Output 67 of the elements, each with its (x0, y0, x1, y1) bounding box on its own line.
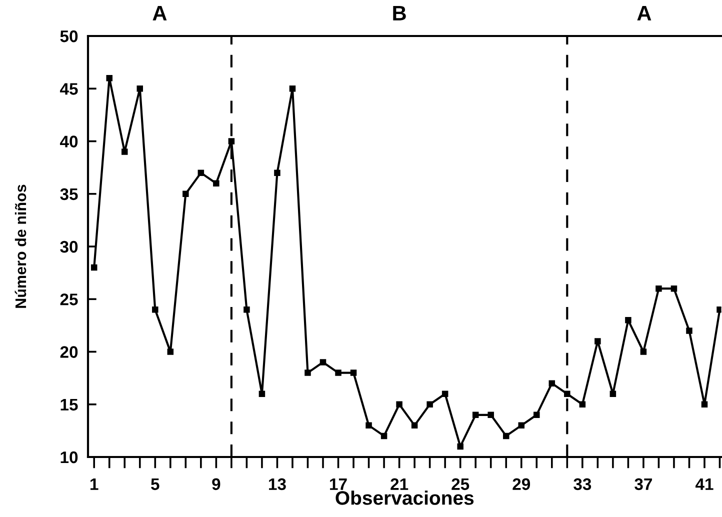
point (411, 422, 418, 429)
point (670, 285, 678, 292)
y-tick-label: 25 (60, 294, 78, 306)
x-tick-label: 25 (452, 478, 470, 490)
point (335, 370, 342, 376)
point (366, 422, 372, 429)
point (594, 338, 601, 344)
point (625, 317, 632, 324)
x-tick-label: 1 (90, 478, 98, 490)
point (488, 412, 494, 418)
point (396, 401, 402, 408)
point (686, 328, 692, 334)
point (502, 432, 510, 440)
point (289, 86, 296, 92)
point (167, 348, 174, 355)
point (640, 348, 647, 355)
point (426, 401, 433, 408)
point (106, 74, 112, 82)
point (213, 180, 220, 186)
x-tick-label: 17 (330, 478, 347, 490)
point (304, 370, 311, 376)
x-tick-label: 37 (634, 478, 652, 490)
point (228, 138, 235, 144)
point (701, 401, 708, 408)
point (472, 412, 479, 418)
y-tick-label: 40 (60, 136, 78, 148)
x-tick-label: 33 (574, 478, 592, 490)
x-tick-label: 29 (512, 478, 530, 490)
text: B (393, 6, 406, 20)
y-tick-label: 30 (60, 240, 78, 253)
text: A (152, 6, 167, 20)
y-tick-label: 45 (60, 83, 78, 95)
point (518, 422, 524, 429)
x-tick-label: 41 (695, 478, 714, 490)
point (656, 285, 662, 292)
point (380, 432, 388, 440)
point (320, 359, 326, 366)
point (716, 306, 722, 313)
point (90, 264, 98, 271)
point (136, 86, 144, 92)
point (274, 170, 280, 176)
point (198, 170, 204, 176)
point (350, 370, 357, 376)
x-tick-label: 5 (151, 478, 160, 490)
y-tick-label: 15 (60, 398, 78, 411)
y-axis-title: Número de niños (14, 184, 26, 308)
point (442, 390, 448, 397)
point (182, 190, 189, 197)
x-axis-title: Observaciones (336, 490, 474, 505)
x-tick-label: 9 (212, 478, 220, 490)
x-tick-label: 21 (390, 478, 408, 490)
y-tick-label: 10 (60, 451, 78, 464)
point (258, 390, 266, 397)
point (610, 390, 616, 397)
point (564, 390, 570, 397)
point (548, 380, 556, 386)
point (457, 443, 464, 450)
y-tick-label: 50 (60, 30, 78, 42)
point (244, 306, 250, 313)
point (579, 401, 586, 408)
y-tick-label: 20 (60, 346, 78, 358)
text: A (637, 6, 652, 20)
x-tick-label: 13 (269, 478, 286, 490)
y-tick-label: 35 (60, 188, 78, 200)
point (152, 306, 158, 313)
point (534, 412, 540, 418)
point (122, 148, 128, 155)
